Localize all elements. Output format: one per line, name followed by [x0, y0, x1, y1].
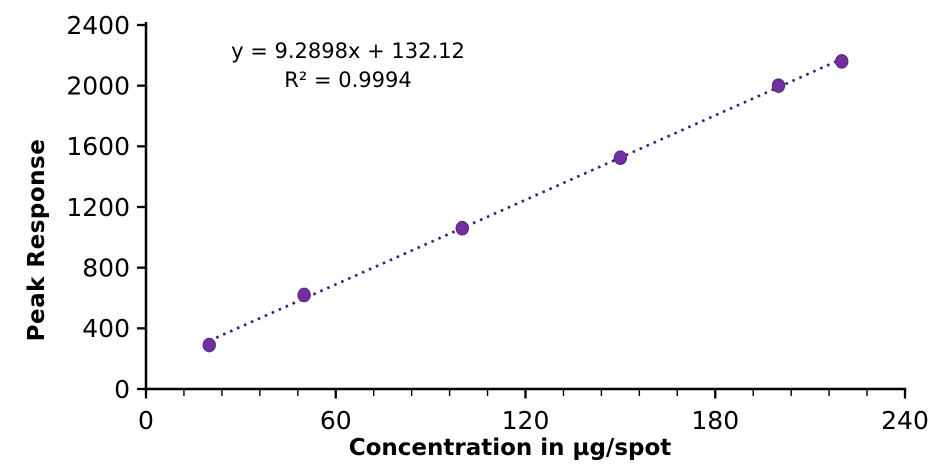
y-axis-title: Peak Response	[24, 138, 50, 342]
data-point	[835, 54, 849, 69]
data-point	[455, 220, 469, 236]
y-tick-label: 400	[82, 314, 130, 343]
y-tick-label: 1200	[66, 193, 130, 222]
data-point	[613, 150, 628, 166]
equation-text: y = 9.2898x + 132.12	[231, 39, 465, 63]
y-tick-label: 1600	[66, 132, 130, 161]
x-tick-label: 0	[138, 406, 154, 435]
x-tick-label: 240	[881, 406, 929, 435]
x-axis-title: Concentration in µg/spot	[348, 435, 672, 461]
data-point	[297, 287, 311, 303]
trendline	[208, 57, 843, 342]
y-tick-label: 2400	[66, 11, 130, 40]
x-tick-label: 180	[691, 406, 739, 435]
data-point	[202, 337, 216, 353]
y-tick-label: 2000	[66, 71, 130, 100]
x-tick-label: 60	[320, 406, 352, 435]
trendline-annotation: y = 9.2898x + 132.12 R² = 0.9994	[183, 37, 513, 95]
y-tick-label: 0	[114, 375, 130, 404]
r-squared-text: R² = 0.9994	[284, 68, 412, 92]
y-tick-label: 800	[82, 253, 130, 282]
data-point	[771, 78, 786, 93]
x-tick-label: 120	[502, 406, 550, 435]
